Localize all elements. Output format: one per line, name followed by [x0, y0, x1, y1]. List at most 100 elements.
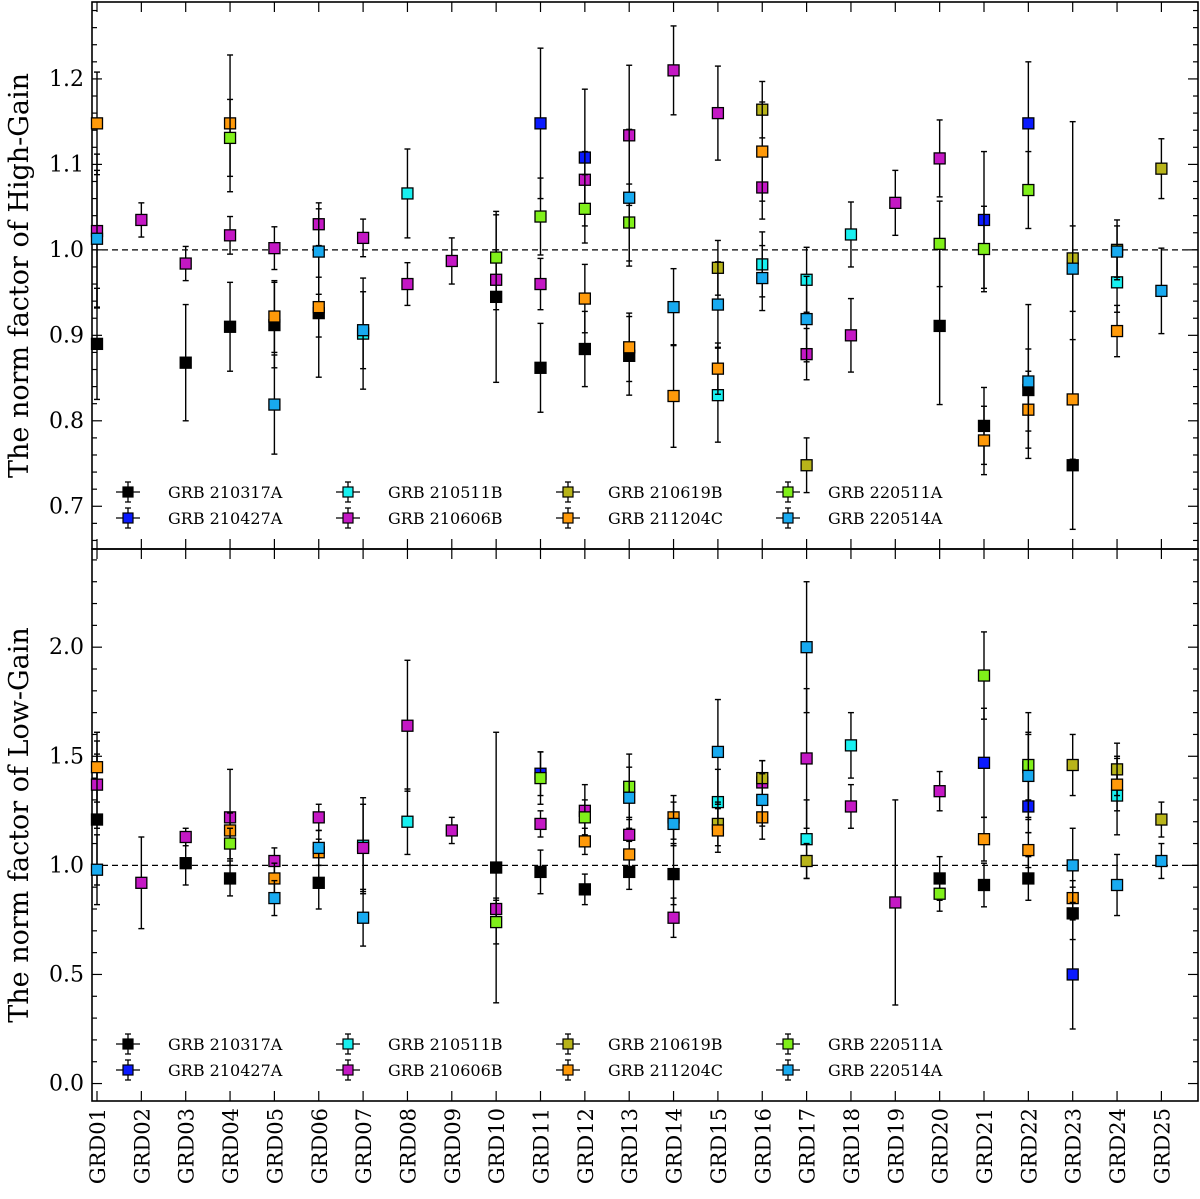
legend-marker: [562, 512, 574, 524]
data-point: [711, 298, 725, 311]
data-point: [667, 389, 680, 403]
data-point: [90, 863, 104, 876]
data-point: [578, 835, 591, 848]
data-point: [933, 887, 946, 900]
series-grb-220514a: [90, 581, 1168, 947]
legend-label: GRB 210606B: [388, 1061, 503, 1080]
data-point: [90, 337, 104, 351]
data-point: [489, 915, 503, 929]
data-point: [1110, 778, 1124, 791]
legend-marker: [782, 486, 794, 498]
data-point: [90, 117, 104, 130]
data-point: [933, 152, 946, 165]
data-point: [401, 277, 414, 291]
x-tick-label: GRD16: [751, 1108, 775, 1184]
legend-item: GRB 210619B: [556, 1033, 723, 1055]
data-point: [711, 745, 725, 759]
x-tick-label: GRD18: [840, 1108, 864, 1184]
data-point: [223, 131, 237, 145]
data-point: [889, 896, 902, 909]
x-tick-label: GRD06: [308, 1108, 332, 1184]
legend-label: GRB 210427A: [168, 1061, 283, 1080]
data-point: [623, 341, 636, 354]
data-point: [268, 398, 281, 411]
legend-item: GRB 210427A: [116, 507, 283, 529]
legend-item: GRB 210317A: [116, 1033, 283, 1055]
legend-label: GRB 220511A: [828, 483, 943, 502]
data-point: [356, 911, 370, 924]
legend-marker: [342, 486, 354, 498]
data-point: [844, 800, 858, 813]
data-point: [401, 187, 414, 200]
data-point: [312, 876, 325, 889]
legend-marker: [122, 1038, 134, 1050]
data-point: [534, 817, 547, 831]
x-tick-label: GRD08: [396, 1108, 420, 1184]
data-point: [1155, 813, 1168, 826]
legend-marker: [122, 486, 134, 498]
data-point: [578, 202, 591, 215]
legend-marker: [562, 486, 574, 498]
x-tick-label: GRD19: [884, 1108, 908, 1184]
data-point: [268, 310, 281, 323]
data-point: [977, 242, 991, 256]
data-point: [756, 271, 769, 285]
data-point: [1066, 859, 1079, 872]
y-tick-label: 0.8: [49, 409, 84, 434]
legend-label: GRB 210317A: [168, 1035, 283, 1054]
legend-marker: [782, 1064, 794, 1076]
data-point: [312, 811, 325, 824]
data-point: [1110, 324, 1124, 338]
data-point: [1066, 459, 1079, 472]
data-point: [933, 237, 946, 251]
data-point: [223, 837, 237, 850]
data-point: [534, 117, 547, 130]
x-tick-label: GRD07: [352, 1108, 376, 1184]
y-axis-title: The norm factor of Low-Gain: [4, 627, 35, 1022]
data-point: [1022, 183, 1035, 197]
y-tick-label: 1.0: [49, 238, 84, 263]
data-point: [667, 817, 680, 831]
data-point: [1155, 284, 1168, 298]
x-tick-labels: GRD01 GRD02 GRD03 GRD04 GRD05 GRD06 GRD07 GRD08…: [86, 1108, 1174, 1184]
x-tick-label: GRD21: [973, 1108, 997, 1184]
data-point: [667, 911, 680, 924]
legend-marker: [562, 1064, 574, 1076]
data-point: [1155, 854, 1168, 868]
x-tick-label: GRD05: [263, 1108, 287, 1184]
x-tick-label: GRD17: [796, 1108, 820, 1184]
data-point: [800, 854, 813, 868]
x-tick-label: GRD11: [530, 1108, 554, 1184]
data-point: [534, 277, 547, 291]
data-point: [179, 257, 192, 270]
data-point: [977, 669, 991, 682]
data-point: [1110, 878, 1124, 892]
data-point: [1022, 117, 1035, 130]
data-point: [1066, 968, 1079, 981]
data-point: [889, 196, 902, 210]
data-point: [667, 64, 680, 77]
data-point: [977, 756, 991, 769]
x-tick-label: GRD15: [707, 1108, 731, 1184]
legend-marker: [562, 1038, 574, 1050]
data-point: [356, 841, 370, 855]
legend-marker: [122, 512, 134, 524]
data-point: [223, 229, 237, 242]
data-point: [1110, 245, 1124, 258]
x-tick-label: GRD03: [175, 1108, 199, 1184]
legend-item: GRB 210511B: [336, 1033, 503, 1055]
x-tick-label: GRD24: [1106, 1108, 1130, 1184]
legend: GRB 210317A GRB 210427A GRB 210511B GRB 210…: [116, 1033, 943, 1081]
x-tick-label: GRD02: [130, 1108, 154, 1184]
data-point: [534, 771, 547, 785]
data-point: [844, 228, 858, 241]
x-tick-label: GRD10: [485, 1108, 509, 1184]
legend-item: GRB 220514A: [776, 1059, 943, 1081]
data-point: [401, 815, 414, 828]
data-point: [135, 213, 148, 227]
data-point: [268, 891, 281, 905]
legend-item: GRB 220511A: [776, 481, 943, 503]
y-tick-label: 2.0: [49, 635, 84, 660]
y-axis-title: The norm factor of High-Gain: [4, 73, 35, 478]
